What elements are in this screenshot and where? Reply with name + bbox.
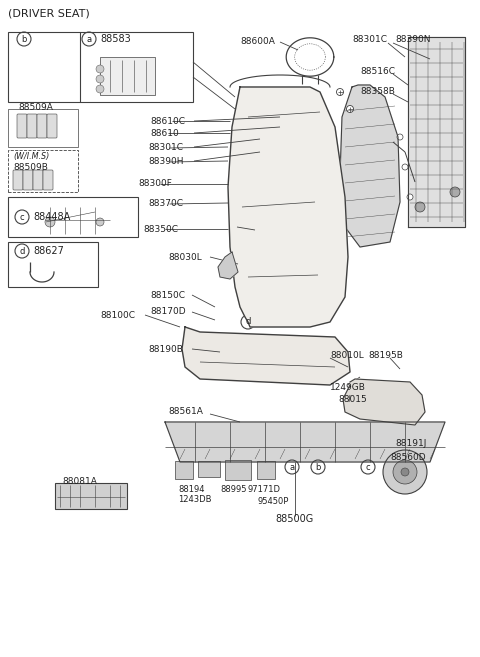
Text: (DRIVER SEAT): (DRIVER SEAT)	[8, 9, 90, 19]
FancyBboxPatch shape	[8, 197, 138, 237]
Text: d: d	[19, 246, 24, 256]
Text: 88561A: 88561A	[168, 407, 203, 417]
FancyBboxPatch shape	[8, 32, 193, 102]
Text: 88350C: 88350C	[143, 225, 178, 233]
Text: 97171D: 97171D	[248, 484, 281, 493]
Text: 88194: 88194	[178, 484, 204, 493]
Text: 88995: 88995	[220, 484, 247, 493]
Circle shape	[96, 85, 104, 93]
Text: 88301C: 88301C	[148, 143, 183, 152]
Text: 88370C: 88370C	[148, 200, 183, 208]
Text: a: a	[289, 463, 295, 472]
Text: 88301C: 88301C	[352, 35, 387, 45]
FancyBboxPatch shape	[33, 170, 43, 190]
Circle shape	[402, 164, 408, 170]
Circle shape	[45, 217, 55, 227]
Text: c: c	[20, 212, 24, 221]
Text: 88516C: 88516C	[360, 68, 395, 76]
Text: 1249GB: 1249GB	[330, 382, 366, 392]
Text: 88560D: 88560D	[390, 453, 426, 461]
Text: 88583: 88583	[100, 34, 131, 44]
Text: 88081A: 88081A	[62, 478, 97, 486]
Text: 88390H: 88390H	[148, 158, 183, 166]
Text: 88610: 88610	[150, 129, 179, 137]
Text: 88358B: 88358B	[360, 87, 395, 97]
Text: 88170D: 88170D	[150, 307, 186, 317]
Text: 1243DB: 1243DB	[178, 495, 212, 503]
Circle shape	[415, 202, 425, 212]
Circle shape	[407, 194, 413, 200]
Text: 88195B: 88195B	[368, 350, 403, 359]
Polygon shape	[165, 422, 445, 462]
Text: d: d	[245, 317, 251, 327]
Polygon shape	[408, 37, 465, 227]
Text: 88150C: 88150C	[150, 290, 185, 300]
FancyBboxPatch shape	[8, 242, 98, 287]
Text: b: b	[21, 35, 27, 43]
Circle shape	[336, 89, 344, 95]
Text: a: a	[86, 35, 92, 43]
Text: 88600A: 88600A	[240, 37, 275, 45]
Text: 88610C: 88610C	[150, 116, 185, 125]
Text: 88390N: 88390N	[395, 35, 431, 45]
Polygon shape	[228, 87, 348, 327]
Text: 88300F: 88300F	[138, 179, 172, 189]
FancyBboxPatch shape	[225, 460, 251, 480]
Polygon shape	[343, 379, 425, 425]
Circle shape	[96, 65, 104, 73]
FancyBboxPatch shape	[17, 114, 27, 138]
Text: 88100C: 88100C	[100, 311, 135, 319]
Text: 88030L: 88030L	[168, 252, 202, 261]
Text: 88191J: 88191J	[395, 440, 426, 449]
FancyBboxPatch shape	[8, 109, 78, 147]
Circle shape	[347, 106, 353, 112]
Circle shape	[393, 460, 417, 484]
FancyBboxPatch shape	[47, 114, 57, 138]
Text: 88190B: 88190B	[148, 344, 183, 353]
FancyBboxPatch shape	[13, 170, 23, 190]
Polygon shape	[218, 252, 238, 279]
Circle shape	[96, 75, 104, 83]
Text: (W/I.M.S): (W/I.M.S)	[13, 152, 49, 162]
Text: 88448A: 88448A	[33, 212, 70, 222]
Text: 88015: 88015	[338, 394, 367, 403]
FancyBboxPatch shape	[100, 57, 155, 95]
Text: 88500G: 88500G	[276, 514, 314, 524]
Text: 88627: 88627	[33, 246, 64, 256]
FancyBboxPatch shape	[175, 461, 193, 479]
Polygon shape	[340, 85, 400, 247]
Circle shape	[401, 468, 409, 476]
Circle shape	[397, 134, 403, 140]
Circle shape	[450, 187, 460, 197]
Text: 95450P: 95450P	[258, 497, 289, 507]
FancyBboxPatch shape	[23, 170, 33, 190]
FancyBboxPatch shape	[257, 461, 275, 479]
Text: 88509B: 88509B	[13, 162, 48, 171]
Text: b: b	[315, 463, 321, 472]
FancyBboxPatch shape	[8, 150, 78, 192]
Polygon shape	[182, 327, 350, 385]
Text: c: c	[366, 463, 370, 472]
FancyBboxPatch shape	[55, 483, 127, 509]
FancyBboxPatch shape	[37, 114, 47, 138]
FancyBboxPatch shape	[27, 114, 37, 138]
Circle shape	[383, 450, 427, 494]
Circle shape	[96, 218, 104, 226]
Text: 88010L: 88010L	[330, 350, 364, 359]
FancyBboxPatch shape	[198, 461, 220, 477]
Text: 88509A: 88509A	[18, 102, 53, 112]
FancyBboxPatch shape	[43, 170, 53, 190]
